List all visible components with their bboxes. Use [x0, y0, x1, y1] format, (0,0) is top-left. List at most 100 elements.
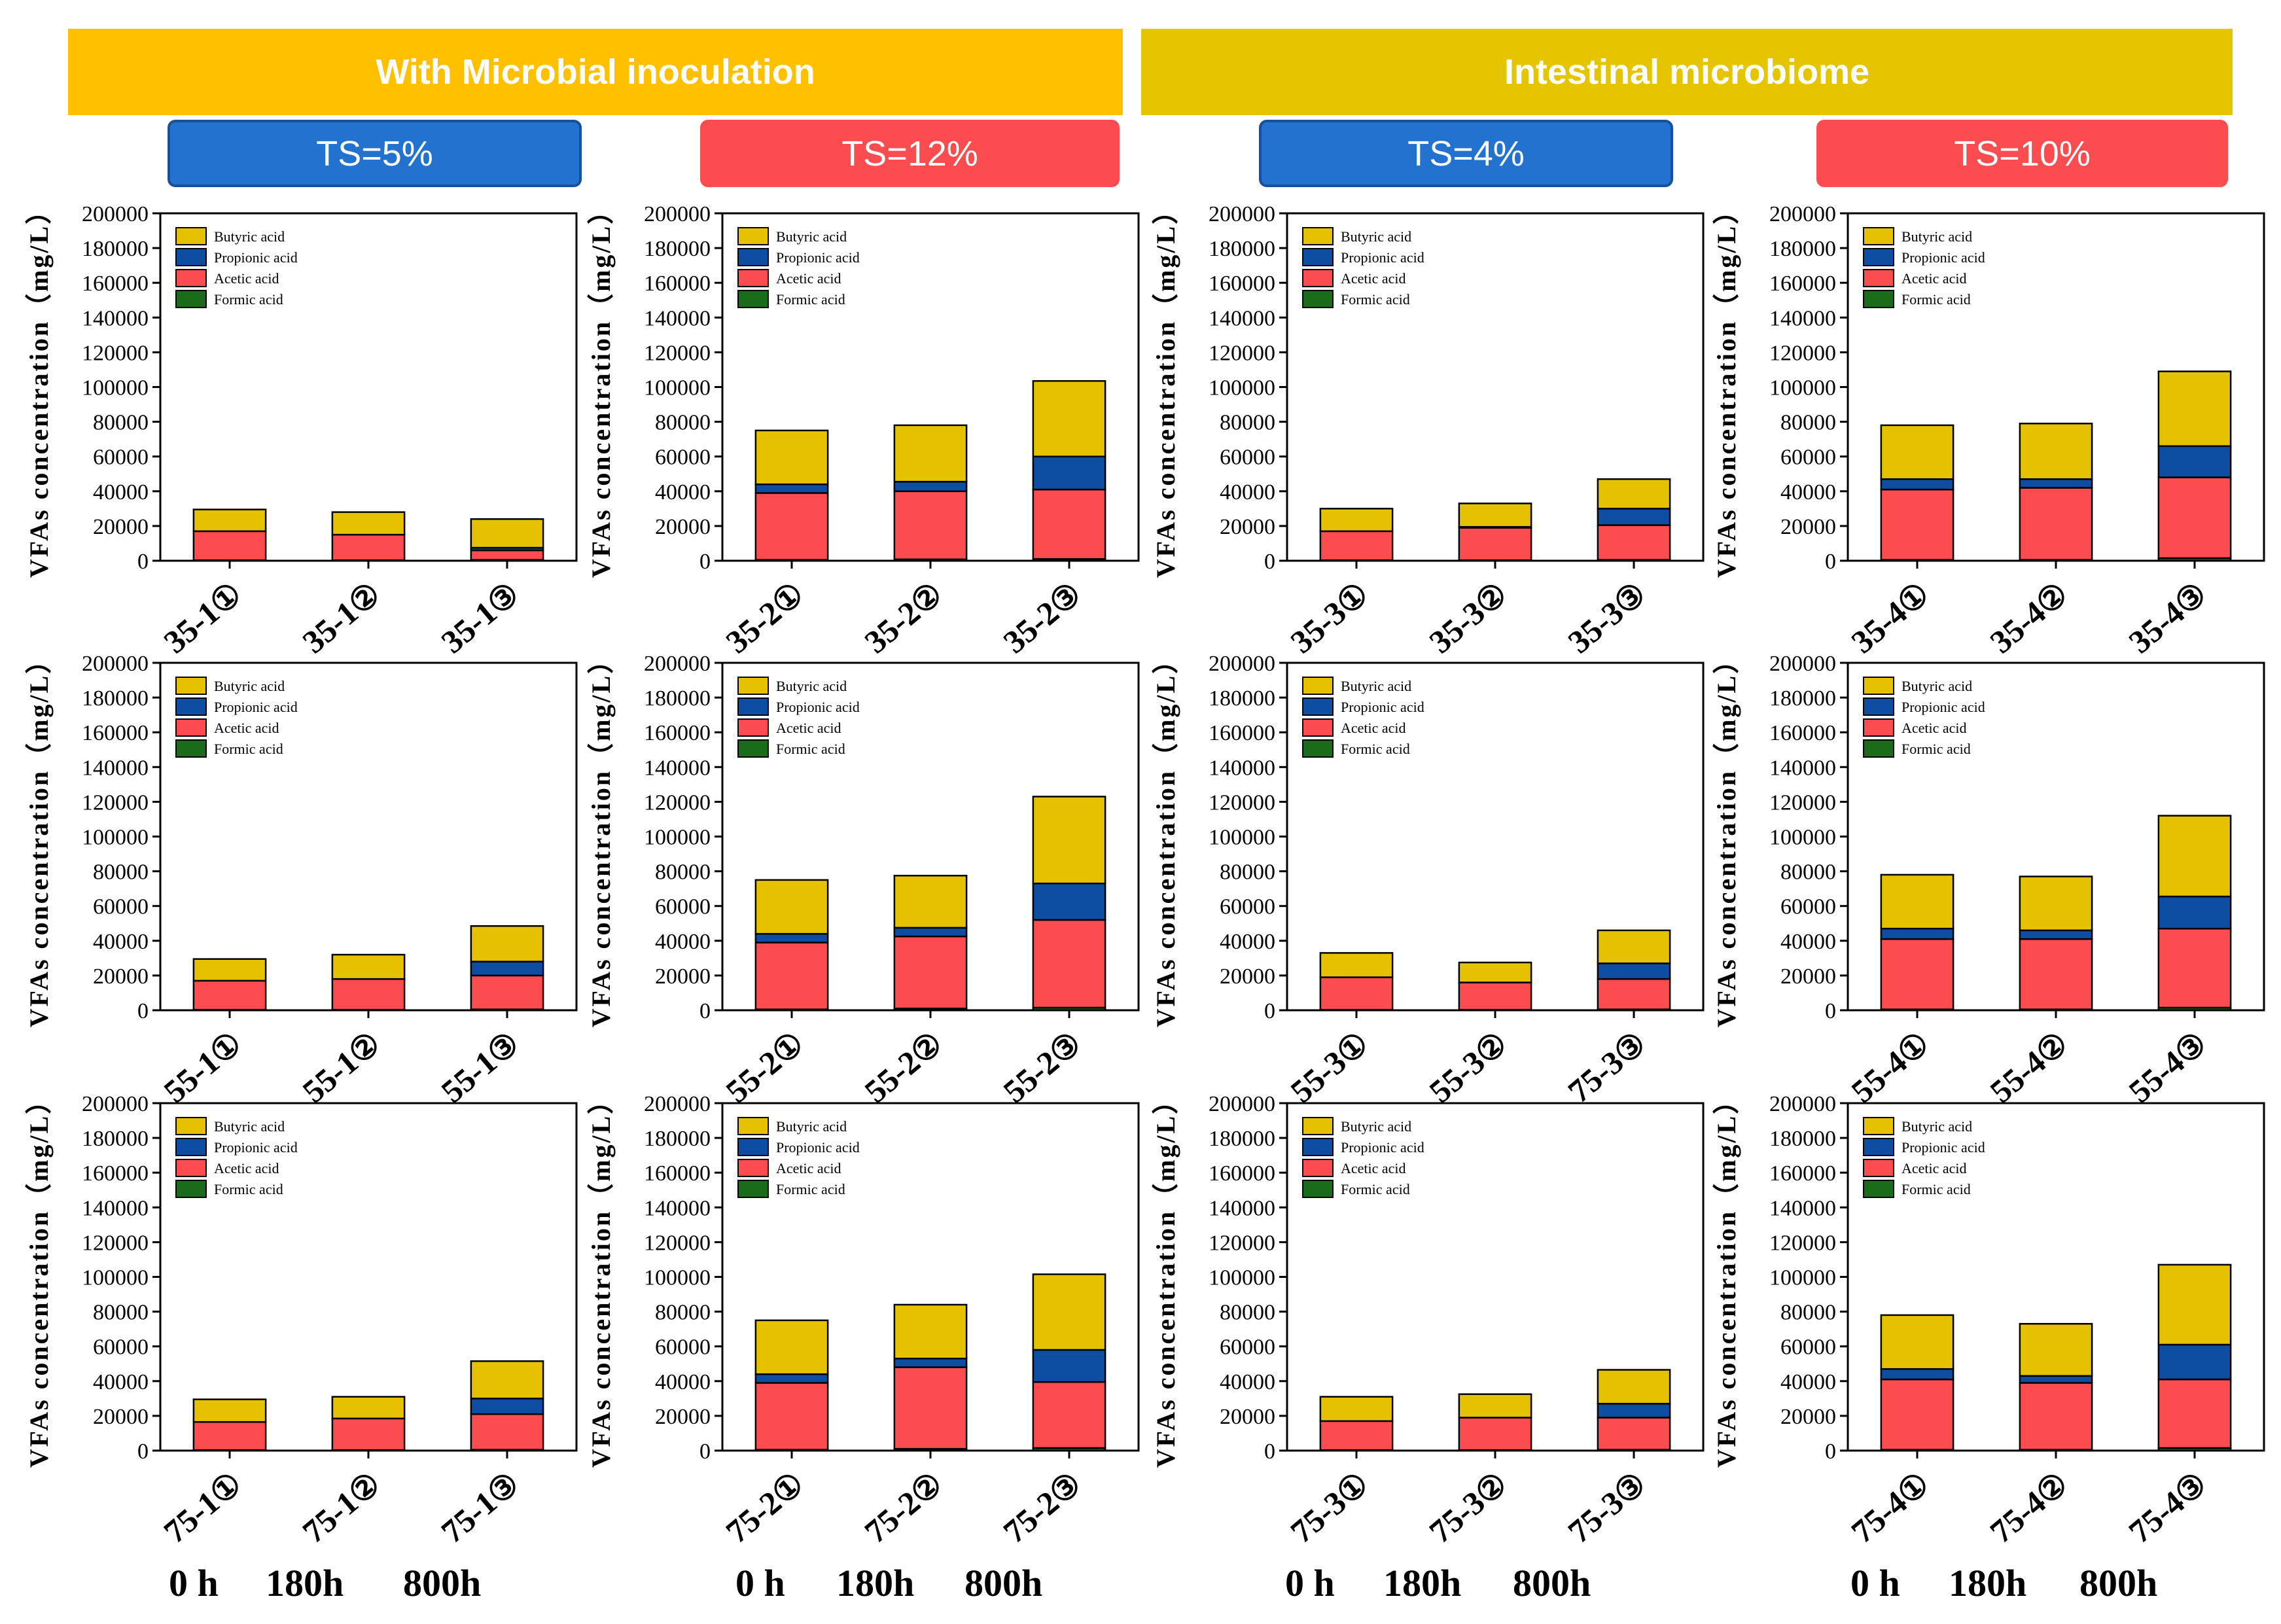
- y-axis-label: VFAs concentration（mg/L）: [1151, 1086, 1180, 1468]
- legend-label: Butyric acid: [1901, 1118, 1972, 1135]
- x-tick-label: 55-1③: [434, 1025, 527, 1110]
- legend-label: Formic acid: [776, 741, 845, 757]
- bar-segment-butyric-acid: [893, 424, 968, 483]
- bar-segment-butyric-acid: [1880, 424, 1954, 480]
- legend-label: Butyric acid: [1341, 1118, 1411, 1135]
- y-tick-label: 100000: [82, 376, 149, 400]
- legend-label: Propionic acid: [1901, 699, 1985, 715]
- legend-swatch: [1863, 248, 1894, 266]
- y-tick-label: 180000: [1209, 237, 1275, 261]
- bar-segment-propionic-acid: [893, 1358, 968, 1368]
- bar-segment-propionic-acid: [1597, 962, 1671, 980]
- bar-segment-acetic-acid: [470, 1413, 544, 1451]
- x-tick-label: 75-1②: [296, 1465, 388, 1551]
- bar-segment-acetic-acid: [1597, 978, 1671, 1010]
- bar-segment-propionic-acid: [2157, 1343, 2232, 1381]
- x-tick-label: 55-2②: [858, 1025, 950, 1110]
- legend-label: Acetic acid: [776, 1160, 841, 1176]
- bar-segment-propionic-acid: [1597, 1403, 1671, 1419]
- bar-segment-acetic-acid: [2157, 1378, 2232, 1449]
- y-tick-label: 200000: [82, 652, 149, 676]
- bar-segment-acetic-acid: [1880, 938, 1954, 1010]
- bar-segment-acetic-acid: [1032, 1381, 1106, 1449]
- legend-swatch: [1863, 1117, 1894, 1135]
- y-axis-label: VFAs concentration（mg/L）: [586, 1086, 616, 1468]
- legend-label: Propionic acid: [776, 249, 860, 266]
- y-tick-label: 40000: [1220, 480, 1275, 504]
- x-tick-label: 55-4①: [1845, 1025, 1937, 1110]
- chart-panel-1: 0 20000 40000 60000 80000 100000 120000 140000 1…: [24, 196, 578, 660]
- y-tick-label: 60000: [1780, 1335, 1836, 1360]
- y-tick-label: 60000: [93, 895, 149, 919]
- time-label: 180h: [836, 1562, 915, 1604]
- y-tick-label: 80000: [655, 411, 711, 435]
- y-tick-label: 20000: [1220, 964, 1275, 989]
- x-tick-label: 75-1③: [434, 1465, 527, 1551]
- y-axis-label: VFAs concentration（mg/L）: [24, 196, 54, 578]
- y-tick-label: 40000: [1780, 930, 1836, 954]
- bar-segment-acetic-acid: [1880, 488, 1954, 561]
- chart-panel-10: 0 20000 40000 60000 80000 100000 120000 140000 1…: [586, 1086, 1140, 1550]
- legend-swatch: [737, 1180, 769, 1198]
- y-tick-label: 120000: [1209, 1231, 1275, 1255]
- x-tick-label: 75-3②: [1423, 1465, 1515, 1551]
- y-tick-label: 140000: [1769, 306, 1836, 330]
- y-tick-label: 60000: [1220, 895, 1275, 919]
- bar-segment-butyric-acid: [192, 958, 267, 982]
- ts-label-3: TS=4%: [1259, 120, 1673, 187]
- legend-label: Formic acid: [214, 1181, 283, 1197]
- bar-segment-acetic-acid: [893, 490, 968, 561]
- x-tick-label: 35-2②: [858, 575, 950, 661]
- y-tick-label: 160000: [82, 721, 149, 745]
- y-tick-label: 180000: [1769, 686, 1836, 711]
- legend-swatch: [1302, 248, 1334, 266]
- legend-swatch: [1863, 269, 1894, 287]
- bar-segment-butyric-acid: [192, 1398, 267, 1423]
- bar-segment-propionic-acid: [1032, 882, 1106, 921]
- legend-swatch: [1863, 1180, 1894, 1198]
- legend-swatch: [1302, 269, 1334, 287]
- bar-segment-butyric-acid: [1597, 929, 1671, 964]
- y-tick-label: 140000: [644, 756, 711, 780]
- time-label: 180h: [266, 1562, 344, 1604]
- legend-label: Formic acid: [1341, 741, 1410, 757]
- legend-swatch: [1302, 1138, 1334, 1156]
- legend-label: Acetic acid: [1341, 270, 1406, 287]
- x-tick-label: 75-4③: [2122, 1465, 2214, 1551]
- legend-swatch: [1302, 739, 1334, 758]
- y-axis-label: VFAs concentration（mg/L）: [24, 646, 54, 1027]
- time-label: 0 h: [1285, 1562, 1335, 1604]
- bar-segment-propionic-acid: [1032, 455, 1106, 491]
- y-tick-label: 160000: [644, 1161, 711, 1186]
- time-label: 800h: [2079, 1562, 2158, 1604]
- ts-label-1: TS=5%: [168, 120, 582, 187]
- bar-segment-propionic-acid: [2157, 895, 2232, 930]
- legend-swatch: [175, 718, 207, 737]
- bar-segment-butyric-acid: [331, 511, 406, 536]
- legend-swatch: [175, 1117, 207, 1135]
- x-tick-label: 75-1①: [157, 1465, 249, 1551]
- chart-panel-12: 0 20000 40000 60000 80000 100000 120000 140000 1…: [1712, 1086, 2265, 1551]
- legend-swatch: [175, 248, 207, 266]
- legend-swatch: [175, 739, 207, 758]
- time-label: 800h: [1513, 1562, 1591, 1604]
- legend-label: Propionic acid: [214, 699, 298, 715]
- bar-segment-acetic-acid: [754, 1382, 829, 1451]
- y-tick-label: 80000: [1220, 1301, 1275, 1325]
- legend-swatch: [1863, 1159, 1894, 1177]
- y-tick-label: 20000: [655, 515, 711, 539]
- legend-swatch: [737, 269, 769, 287]
- y-tick-label: 100000: [1769, 826, 1836, 850]
- legend-swatch: [1863, 677, 1894, 695]
- bar-segment-butyric-acid: [893, 1303, 968, 1360]
- x-tick-label: 55-4③: [2122, 1025, 2214, 1110]
- legend-label: Propionic acid: [1341, 1139, 1424, 1156]
- legend-swatch: [1863, 697, 1894, 716]
- y-tick-label: 80000: [1780, 411, 1836, 435]
- legend-swatch: [175, 227, 207, 245]
- legend-swatch: [175, 697, 207, 716]
- y-tick-label: 20000: [1220, 1405, 1275, 1429]
- y-tick-label: 180000: [1209, 1127, 1275, 1151]
- x-tick-label: 55-3①: [1284, 1025, 1376, 1110]
- y-tick-label: 0: [699, 1439, 711, 1464]
